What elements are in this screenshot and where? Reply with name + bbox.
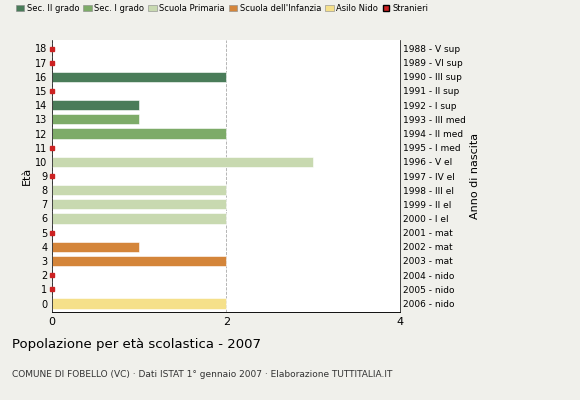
Text: Popolazione per età scolastica - 2007: Popolazione per età scolastica - 2007 xyxy=(12,338,260,351)
Bar xyxy=(52,256,226,266)
Bar xyxy=(52,114,139,124)
Text: COMUNE DI FOBELLO (VC) · Dati ISTAT 1° gennaio 2007 · Elaborazione TUTTITALIA.IT: COMUNE DI FOBELLO (VC) · Dati ISTAT 1° g… xyxy=(12,370,392,379)
Bar xyxy=(52,242,139,252)
Y-axis label: Età: Età xyxy=(22,167,32,185)
Bar xyxy=(52,72,226,82)
Y-axis label: Anno di nascita: Anno di nascita xyxy=(470,133,480,219)
Bar xyxy=(52,100,139,110)
Bar xyxy=(52,128,226,139)
Bar xyxy=(52,298,226,309)
Bar xyxy=(52,185,226,195)
Bar xyxy=(52,214,226,224)
Bar xyxy=(52,199,226,210)
Bar xyxy=(52,157,313,167)
Legend: Sec. II grado, Sec. I grado, Scuola Primaria, Scuola dell'Infanzia, Asilo Nido, : Sec. II grado, Sec. I grado, Scuola Prim… xyxy=(16,4,429,13)
